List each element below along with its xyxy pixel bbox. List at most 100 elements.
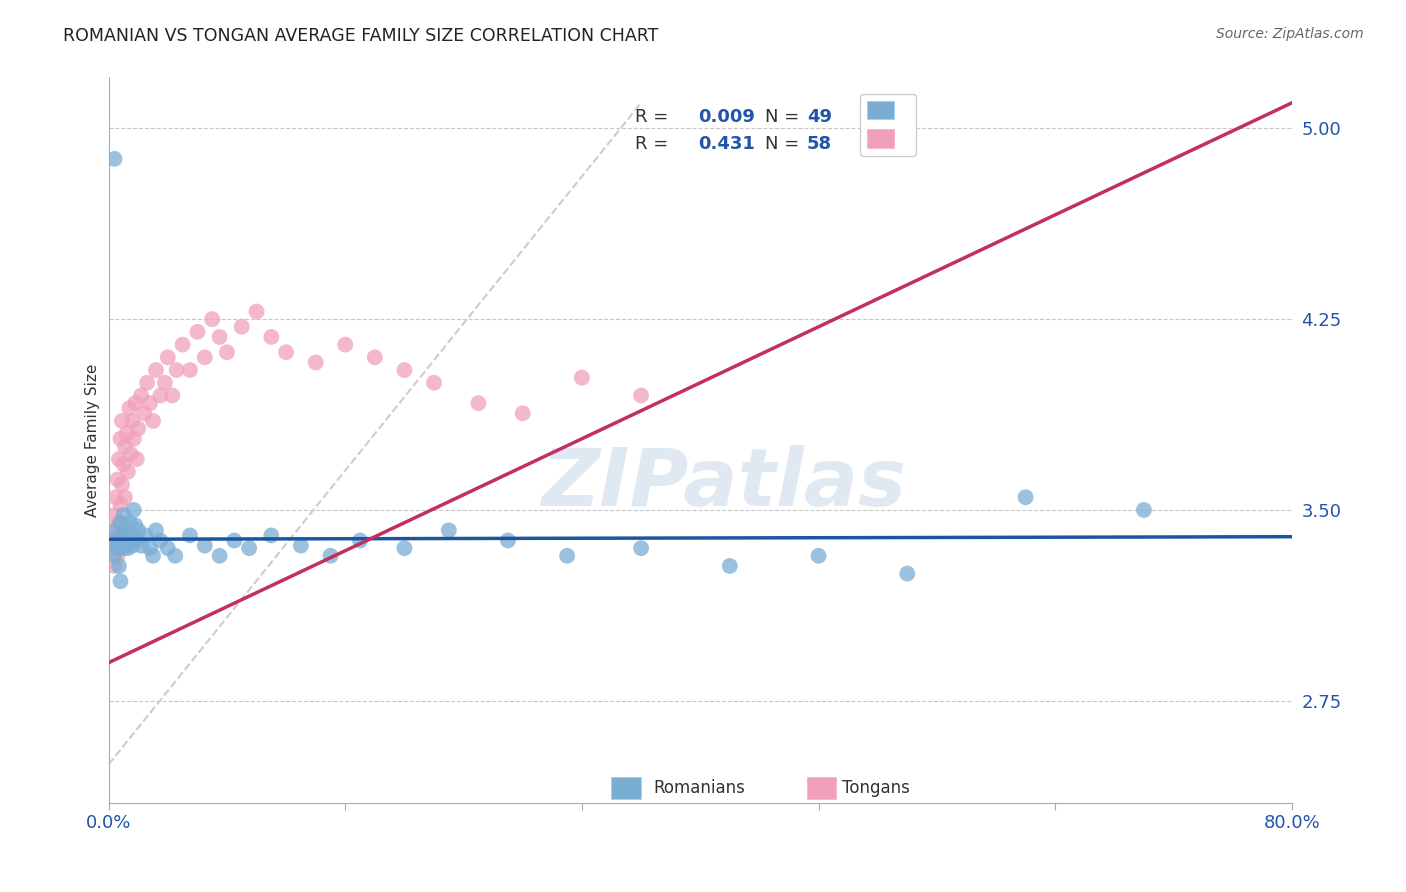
Point [115,426,138,441]
Point [122,503,145,517]
Point [807,549,830,563]
Point [129,539,152,553]
Text: N =: N = [765,108,806,127]
Text: R =: R = [636,136,673,153]
Point [108,516,131,530]
Point [172,337,194,351]
Point [394,363,416,377]
Point [364,351,387,365]
Y-axis label: Average Family Size: Average Family Size [86,363,100,516]
Point [117,541,139,556]
Point [245,304,267,318]
Point [127,421,149,435]
Point [105,490,128,504]
Text: 49: 49 [807,108,832,127]
Point [118,401,141,416]
Point [224,533,246,548]
Point [139,396,162,410]
Point [394,541,416,556]
Point [423,376,446,390]
Point [160,388,183,402]
Point [111,528,134,542]
FancyBboxPatch shape [612,777,641,799]
Point [114,524,136,538]
Point [512,406,534,420]
Point [1133,503,1156,517]
Point [103,549,125,563]
Point [305,355,328,369]
Point [121,414,143,428]
Point [125,533,148,548]
Point [166,363,188,377]
Text: 0.431: 0.431 [697,136,755,153]
Point [194,351,217,365]
Text: Source: ZipAtlas.com: Source: ZipAtlas.com [1216,27,1364,41]
Point [103,508,125,522]
Text: 58: 58 [807,136,832,153]
Point [134,406,156,420]
Point [110,574,132,589]
Point [153,376,176,390]
Point [135,528,157,542]
Point [437,524,460,538]
Point [201,312,224,326]
Point [496,533,519,548]
Point [112,457,135,471]
Point [111,414,134,428]
Point [114,439,136,453]
Point [896,566,918,581]
Point [179,528,201,542]
Point [136,376,159,390]
Point [208,330,231,344]
Point [101,541,124,556]
FancyBboxPatch shape [807,777,837,799]
Point [100,524,122,538]
Point [555,549,578,563]
Point [111,477,134,491]
Point [121,539,143,553]
Point [718,558,741,573]
Point [120,447,142,461]
Point [335,337,357,351]
Point [145,524,167,538]
Point [186,325,208,339]
Point [149,533,172,548]
Point [112,524,135,538]
Point [124,396,146,410]
Point [156,541,179,556]
Point [112,541,135,556]
Point [114,490,136,504]
Point [260,330,283,344]
Point [107,541,129,556]
Point [142,414,165,428]
Point [238,541,260,556]
Point [1014,490,1036,504]
Point [208,549,231,563]
Text: N =: N = [765,136,806,153]
Point [274,345,297,359]
Point [142,549,165,563]
Point [107,473,129,487]
Point [125,452,148,467]
Point [260,528,283,542]
Point [107,549,129,563]
Text: 0.009: 0.009 [697,108,755,127]
Text: Romanians: Romanians [652,779,745,797]
Text: Tongans: Tongans [842,779,910,797]
Point [108,558,131,573]
Point [349,533,371,548]
Text: ZIPatlas: ZIPatlas [541,444,907,523]
Point [124,518,146,533]
Point [115,533,138,548]
Point [110,533,132,548]
Point [215,345,238,359]
Point [120,528,142,542]
Point [127,524,149,538]
Point [105,524,128,538]
Point [110,498,132,512]
Point [156,351,179,365]
Point [179,363,201,377]
Point [630,541,652,556]
Point [149,388,172,402]
Point [105,533,128,548]
